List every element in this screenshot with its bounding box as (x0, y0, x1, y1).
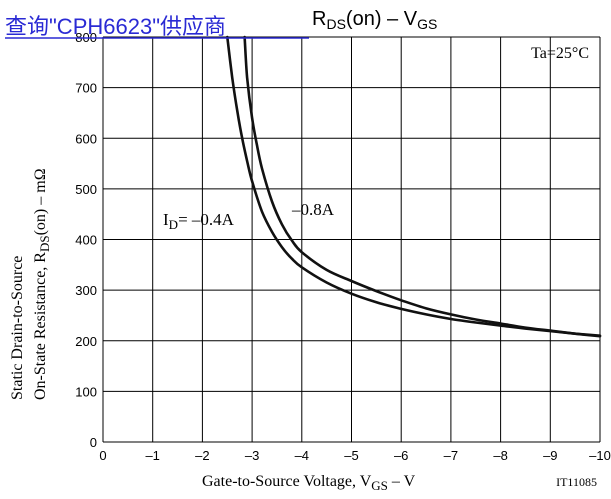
x-tick-label: –3 (245, 448, 259, 463)
y-tick-label: 200 (75, 334, 97, 349)
y-tick-label: 400 (75, 233, 97, 248)
curves (226, 35, 602, 338)
y-axis-label-line1: Static Drain-to-Source (9, 256, 26, 400)
x-tick-label: –2 (195, 448, 209, 463)
x-axis-label: Gate-to-Source Voltage, VGS – V (202, 473, 416, 493)
x-tick-label: 0 (99, 448, 106, 463)
x-tick-label: –7 (444, 448, 458, 463)
x-tick-label: –1 (145, 448, 159, 463)
x-tick-label: –8 (493, 448, 507, 463)
y-tick-label: 100 (75, 384, 97, 399)
y-tick-label: 500 (75, 182, 97, 197)
x-tick-label: –4 (295, 448, 309, 463)
series-label-id-0p4a: ID= –0.4A (163, 210, 235, 232)
temperature-annotation: Ta=25°C (531, 45, 589, 62)
y-tick-label: 300 (75, 283, 97, 298)
product-search-link[interactable]: 查询"CPH6623"供应商 (5, 14, 226, 39)
y-tick-label: 600 (75, 131, 97, 146)
x-tick-label: –9 (543, 448, 557, 463)
figure-code: IT11085 (556, 475, 597, 489)
y-axis-label-line2: On-State Resistance, RDS(on) – mΩ (32, 168, 52, 400)
x-tick-label: –6 (394, 448, 408, 463)
series-line-0 (226, 35, 602, 337)
y-tick-label: 0 (90, 435, 97, 450)
y-tick-label: 700 (75, 81, 97, 96)
series-label-0p8a: –0.8A (291, 200, 335, 219)
grid-lines (102, 36, 601, 443)
series-line-1 (243, 35, 602, 338)
x-tick-label: –10 (589, 448, 611, 463)
chart-title: RDS(on) – VGS (312, 8, 437, 32)
x-tick-label: –5 (344, 448, 358, 463)
x-tick-labels: 0 –1 –2 –3 –4 –5 –6 –7 –8 –9 –10 (99, 448, 610, 463)
